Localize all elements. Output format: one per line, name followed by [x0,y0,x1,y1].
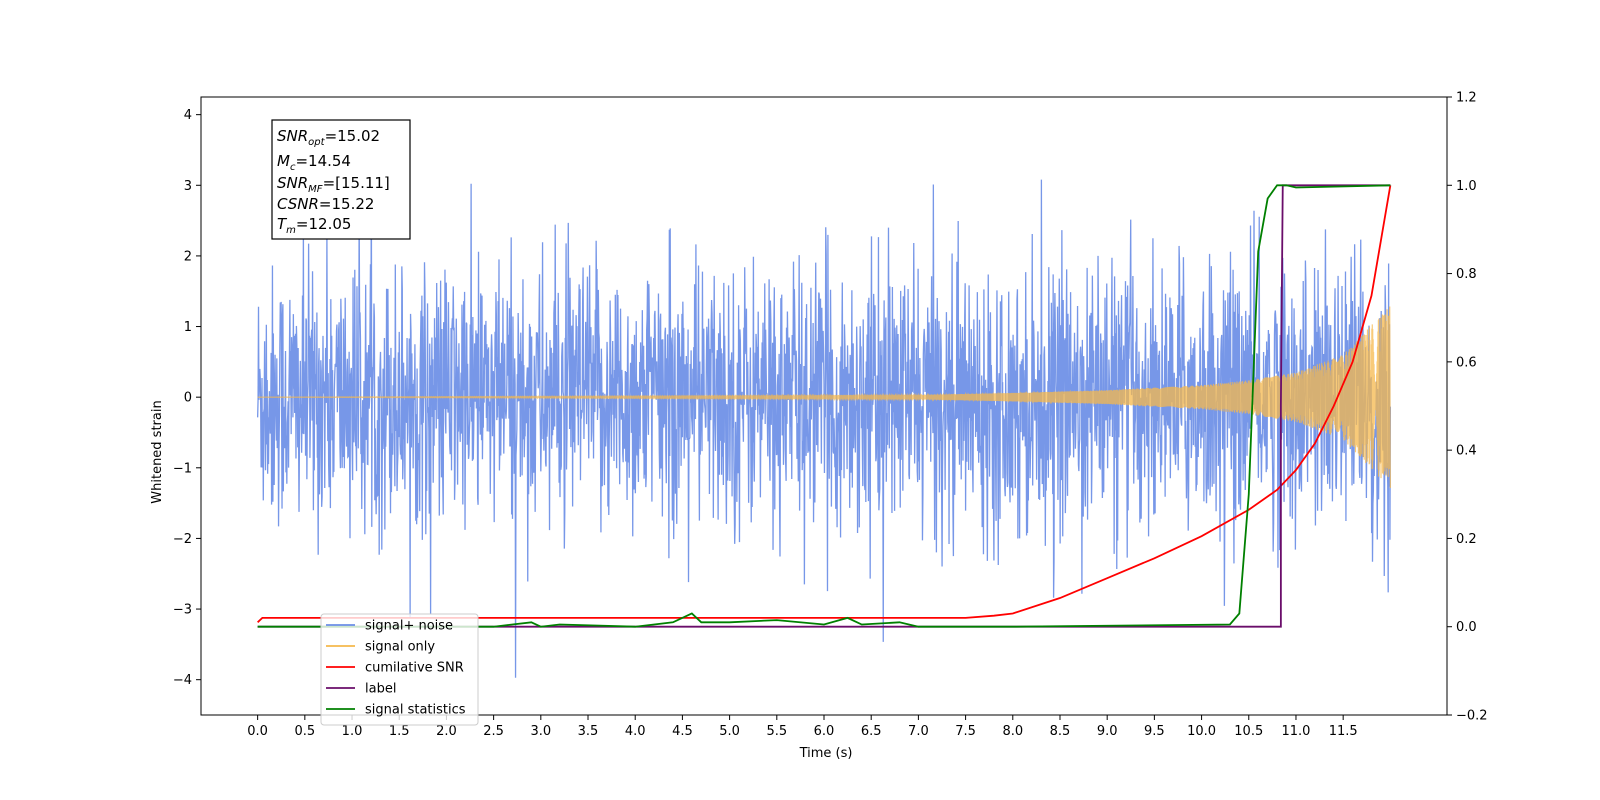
x-tick-label: 5.5 [766,724,787,739]
x-tick-label: 2.5 [483,724,504,739]
legend-label: signal only [365,640,435,655]
series-signal-noise [256,149,1392,678]
x-tick-label: 3.5 [578,724,599,739]
x-tick-label: 4.0 [625,724,646,739]
x-tick-label: 4.5 [672,724,693,739]
y-tick-label-left: 0 [184,391,192,406]
x-tick-label: 0.5 [294,724,315,739]
y-tick-label-right: 0.4 [1456,444,1477,459]
y-tick-label-left: −3 [173,603,192,618]
x-tick-label: 7.5 [955,724,976,739]
y-tick-label-left: −2 [173,532,192,547]
x-tick-label: 5.0 [719,724,740,739]
info-tm: Tm=12.05 [277,215,351,236]
y-tick-label-right: 0.8 [1456,267,1477,282]
x-tick-label: 10.0 [1187,724,1216,739]
y-tick-label-right: 0.2 [1456,532,1477,547]
series-signal-statistics [257,184,1391,628]
x-tick-label: 8.0 [1002,724,1023,739]
x-tick-label: 8.5 [1050,724,1071,739]
legend-label: signal+ noise [365,619,453,634]
x-tick-label: 3.0 [530,724,551,739]
x-tick-label: 10.5 [1234,724,1263,739]
legend-label: label [365,682,396,697]
info-csnr: CSNR=15.22 [277,195,374,213]
x-tick-label: 6.0 [814,724,835,739]
legend-label: signal statistics [365,703,466,718]
y-tick-label-left: 1 [184,320,192,335]
y-tick-label-left: −4 [173,673,192,688]
x-tick-label: 9.5 [1144,724,1165,739]
x-tick-label: 9.0 [1097,724,1118,739]
y-tick-label-right: 1.0 [1456,179,1477,194]
y-tick-label-right: 0.0 [1456,620,1477,635]
axes: 0.0 0.5 1.0 1.5 2.0 2.5 3.0 3.5 4.0 4.5 5.0 5.5 6.0 6… [173,91,1488,740]
legend-frame [320,613,479,726]
x-axis-label: Time (s) [799,746,853,761]
x-tick-label: 11.5 [1329,724,1358,739]
y-tick-label-left: 4 [184,108,192,123]
series-signal-only [257,306,1391,489]
info-snr-opt: SNRopt=15.02 [277,127,380,148]
x-tick-label: 11.0 [1281,724,1310,739]
info-mc: Mc=14.54 [277,152,351,173]
series-cumulative-snr [257,185,1392,623]
y-tick-label-right: 0.6 [1456,355,1477,370]
y-tick-label-right: −0.2 [1456,709,1488,724]
x-tick-label: 0.0 [247,724,268,739]
x-tick-label: 2.0 [436,724,457,739]
x-tick-label: 6.5 [861,724,882,739]
legend-label: cumilative SNR [365,661,464,676]
plot-area [256,149,1392,678]
y-tick-label-left: 3 [184,179,192,194]
x-tick-label: 1.0 [342,724,363,739]
x-tick-label: 1.5 [389,724,410,739]
x-tick-label: 7.0 [908,724,929,739]
info-snr-mf: SNRMF=[15.11] [277,174,390,195]
y-tick-label-right: 1.2 [1456,91,1477,106]
y-tick-label-left: −1 [173,461,192,476]
info-box: SNRopt=15.02 Mc=14.54 SNRMF=[15.11] CSNR… [271,119,411,240]
y-tick-label-left: 2 [184,249,192,264]
legend: signal+ noise signal only cumilative SNR la… [320,613,479,726]
y-axis-label: Whitened strain [150,400,165,503]
